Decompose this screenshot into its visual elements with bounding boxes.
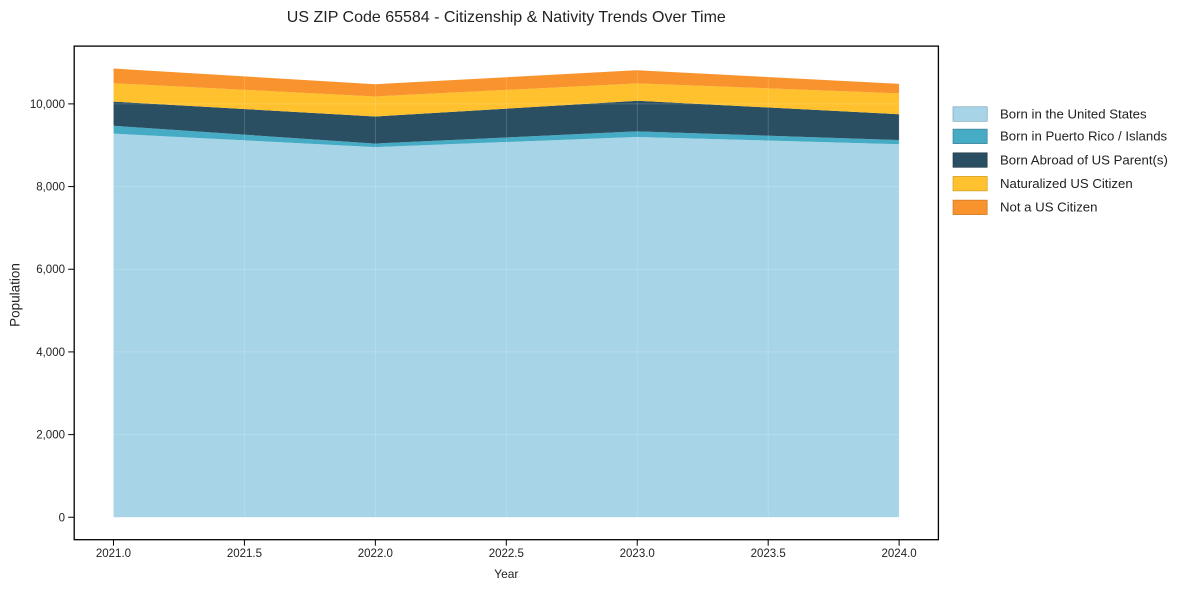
svg-text:6,000: 6,000 [36,264,65,276]
svg-text:Born in Puerto Rico / Islands: Born in Puerto Rico / Islands [1000,129,1168,144]
svg-text:2021.0: 2021.0 [96,548,131,560]
svg-text:2022.0: 2022.0 [358,548,393,560]
svg-text:2023.5: 2023.5 [751,548,786,560]
svg-text:Born in the United States: Born in the United States [1000,106,1147,121]
svg-text:2024.0: 2024.0 [882,548,917,560]
svg-text:Population: Population [8,263,23,327]
svg-text:2023.0: 2023.0 [620,548,655,560]
svg-text:2022.5: 2022.5 [489,548,524,560]
svg-text:Year: Year [494,567,518,581]
svg-text:2,000: 2,000 [36,430,65,442]
svg-text:2021.5: 2021.5 [227,548,262,560]
svg-text:4,000: 4,000 [36,347,65,359]
svg-text:Not a US Citizen: Not a US Citizen [1000,200,1097,215]
svg-text:8,000: 8,000 [36,182,65,194]
svg-text:10,000: 10,000 [30,99,65,111]
svg-text:Born Abroad of US Parent(s): Born Abroad of US Parent(s) [1000,152,1168,167]
svg-text:0: 0 [59,512,65,524]
svg-text:Naturalized US Citizen: Naturalized US Citizen [1000,176,1133,191]
